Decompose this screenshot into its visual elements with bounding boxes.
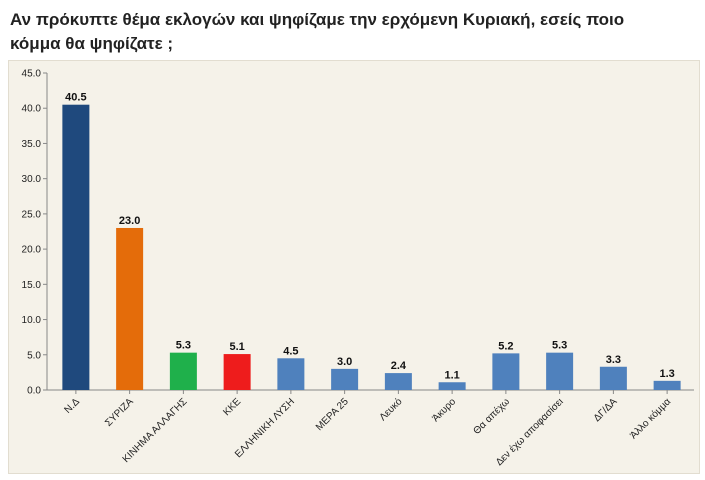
data-label: 5.3 [552,340,567,352]
bar [438,382,466,390]
category-label: ΣΥΡΙΖΑ [103,396,136,429]
chart-title: Αν πρόκυπτε θέμα εκλογών και ψηφίζαμε τη… [10,10,625,53]
bar [653,380,681,390]
y-tick-label: 5.0 [27,350,41,361]
category-label: ΚΚΕ [221,396,243,418]
data-label: 40.5 [65,92,86,104]
y-tick-label: 25.0 [22,209,42,220]
y-tick-label: 30.0 [22,174,42,185]
bar [492,353,520,390]
data-label: 3.3 [606,354,621,366]
bar [599,366,627,390]
data-label: 4.5 [283,345,298,357]
data-label: 5.3 [176,340,191,352]
category-label: ΜΕΡΑ 25 [314,396,351,433]
category-label: ΕΛΛΗΝΙΚΗ ΛΥΣΗ [233,396,297,460]
data-label: 3.0 [337,356,352,368]
data-label: 2.4 [391,360,407,372]
bar [546,352,574,390]
data-label: 1.3 [659,368,674,380]
data-label: 23.0 [119,215,140,227]
category-label: Άλλο κόμμα [628,395,674,441]
category-label: Θα απέχω [471,396,512,437]
bar [331,368,359,390]
data-label: 1.1 [444,369,459,381]
category-label: Άκυρο [430,396,458,424]
bar [62,104,90,390]
category-label: Ν.Δ [62,396,82,416]
bar-chart: 0.0 5.0 10.0 15.0 20.0 25.0 30.0 35.0 40.0 45.0 40… [22,69,694,468]
y-tick-label: 45.0 [22,69,42,80]
chart-panel: 0.0 5.0 10.0 15.0 20.0 25.0 30.0 35.0 40.0 45.0 40… [8,60,700,474]
y-tick-label: 10.0 [22,315,42,326]
y-tick-label: 35.0 [22,139,42,150]
bar [277,358,305,390]
category-label: Λευκό [377,395,405,423]
data-label: 5.1 [229,341,244,353]
bar [169,352,197,390]
y-tick-label: 40.0 [22,104,42,115]
data-label: 5.2 [498,340,513,352]
bar [223,354,251,390]
bar [116,227,144,390]
y-tick-label: 15.0 [22,280,42,291]
category-label: ΔΓ/ΔΑ [592,396,620,424]
y-tick-label: 0.0 [27,386,41,397]
y-tick-label: 20.0 [22,245,42,256]
bar [384,373,412,390]
